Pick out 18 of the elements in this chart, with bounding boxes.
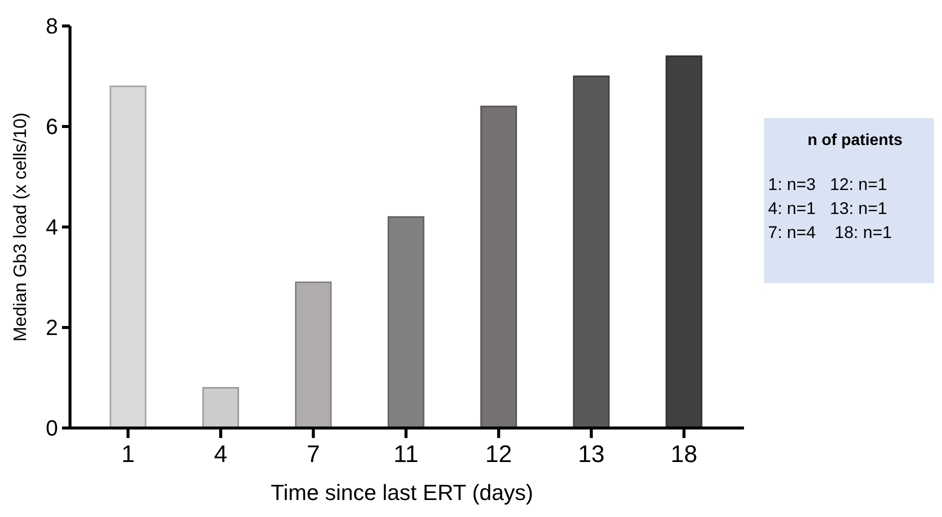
y-tick-label: 4 [46, 214, 58, 240]
x-tick-label: 4 [214, 441, 228, 468]
y-tick-label: 0 [46, 416, 58, 441]
x-axis-title: Time since last ERT (days) [270, 480, 534, 505]
x-tick-label: 11 [394, 441, 418, 468]
x-tick-label: 18 [670, 441, 698, 468]
text: 4: n=1 13: n=1 [768, 199, 888, 218]
y-tick-label: 2 [46, 315, 58, 340]
y-axis-title: Median Gb3 load (x cells/10) [10, 112, 30, 342]
x-tick-label: 12 [485, 441, 512, 468]
text: 1: n=3 12: n=1 [768, 175, 888, 194]
text: 7: n=4 18: n=1 [768, 223, 892, 242]
x-tick-label: 1 [121, 441, 135, 468]
y-tick-label: 6 [46, 114, 58, 140]
text: n of patients [807, 132, 903, 149]
x-tick-label: 7 [306, 441, 320, 468]
y-tick-label: 8 [46, 14, 58, 39]
x-tick-label: 13 [578, 441, 605, 468]
